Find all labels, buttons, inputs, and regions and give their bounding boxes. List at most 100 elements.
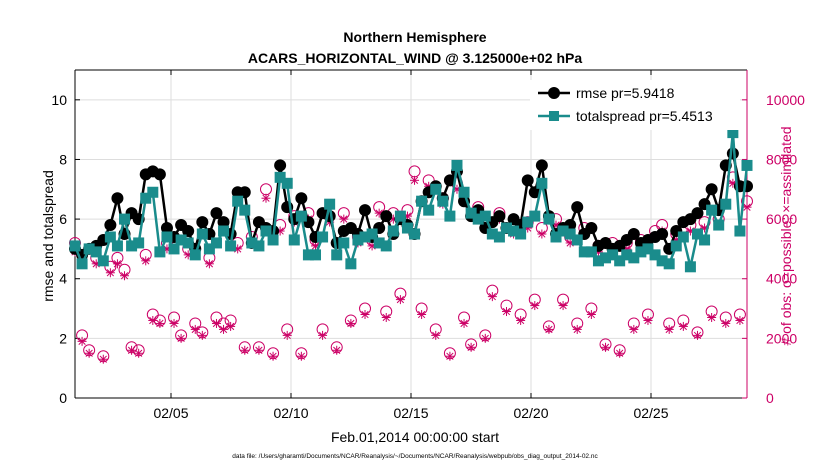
assimilated-obs-marker — [84, 348, 94, 358]
y-tick-label: 6 — [59, 211, 67, 227]
totalspread-point — [387, 225, 399, 237]
assimilated-obs-stroke — [347, 319, 355, 328]
assimilated-obs-marker — [261, 193, 271, 203]
assimilated-obs-marker — [127, 345, 137, 355]
legend-box — [530, 80, 740, 130]
totalspread-point — [699, 234, 711, 246]
assimilated-obs-marker — [155, 318, 165, 328]
totalspread-point — [691, 228, 703, 240]
assimilated-obs-stroke — [149, 316, 157, 325]
assimilated-obs-stroke — [432, 331, 440, 340]
assimilated-obs-marker — [77, 336, 87, 346]
totalspread-point — [564, 228, 576, 240]
assimilated-obs-stroke — [587, 310, 596, 319]
totalspread-point — [684, 261, 696, 273]
assimilated-obs-marker — [112, 259, 122, 269]
assimilated-obs-stroke — [127, 346, 136, 354]
assimilated-obs-stroke — [630, 325, 638, 334]
assimilated-obs-stroke — [729, 179, 737, 187]
assimilated-obs-marker — [721, 318, 731, 328]
assimilated-obs-stroke — [85, 349, 93, 357]
assimilated-obs-stroke — [396, 295, 405, 304]
y2-tick-label: 6000 — [766, 211, 797, 227]
assimilated-obs-stroke — [446, 352, 454, 360]
assimilated-obs-marker — [530, 301, 540, 311]
totalspread-point — [444, 210, 456, 222]
assimilated-obs-stroke — [226, 322, 235, 331]
totalspread-point — [366, 228, 378, 240]
x-tick-label: 02/20 — [513, 405, 548, 421]
rmse-point — [238, 186, 251, 199]
assimilated-obs-marker — [742, 202, 752, 212]
totalspread-point — [69, 240, 81, 252]
chart-subtitle: ACARS_HORIZONTAL_WIND @ 3.125000e+02 hPa — [248, 50, 583, 66]
totalspread-point — [295, 210, 307, 222]
assimilated-obs-stroke — [297, 352, 306, 360]
assimilated-obs-marker — [466, 342, 476, 352]
assimilated-obs-stroke — [545, 325, 553, 334]
assimilated-obs-marker — [219, 324, 229, 334]
rmse-point — [182, 225, 195, 238]
assimilated-obs-marker — [381, 312, 391, 322]
y2-tick-label: 8000 — [766, 151, 797, 167]
totalspread-point — [720, 198, 732, 210]
totalspread-point — [182, 237, 194, 249]
assimilated-obs-marker — [487, 292, 497, 302]
totalspread-point — [380, 240, 392, 252]
rmse-point — [656, 228, 669, 240]
assimilated-obs-stroke — [538, 230, 546, 238]
assimilated-obs-marker — [480, 333, 490, 343]
assimilated-obs-stroke — [135, 349, 143, 357]
totalspread-point — [310, 249, 322, 261]
totalspread-point — [713, 219, 725, 231]
assimilated-obs-stroke — [644, 316, 652, 325]
assimilated-obs-stroke — [255, 346, 263, 354]
totalspread-point — [331, 249, 343, 261]
x-tick-label: 02/25 — [633, 405, 668, 421]
y2-tick-label: 0 — [766, 390, 774, 406]
rmse-point — [585, 222, 598, 235]
assimilated-obs-stroke — [531, 301, 539, 310]
totalspread-point — [232, 195, 244, 207]
totalspread-point — [267, 234, 279, 246]
assimilated-obs-marker — [197, 330, 207, 340]
rmse-point — [359, 204, 372, 217]
assimilated-obs-marker — [120, 271, 130, 281]
totalspread-point — [437, 195, 449, 207]
assimilated-obs-marker — [501, 307, 511, 317]
assimilated-obs-marker — [148, 315, 158, 325]
rmse-point — [493, 210, 506, 223]
x-tick-label: 02/05 — [153, 405, 188, 421]
assimilated-obs-stroke — [467, 343, 475, 351]
assimilated-obs-marker — [318, 330, 328, 340]
assimilated-obs-marker — [544, 324, 554, 334]
assimilated-obs-stroke — [191, 325, 199, 334]
assimilated-obs-marker — [735, 315, 745, 325]
rmse-point — [691, 207, 704, 220]
totalspread-point — [677, 231, 689, 243]
legend-totalspread-marker — [549, 111, 559, 121]
totalspread-point — [168, 243, 180, 255]
totalspread-point — [465, 207, 477, 219]
totalspread-point — [324, 198, 336, 210]
assimilated-obs-marker — [211, 318, 221, 328]
y2-tick-label: 10000 — [766, 92, 805, 108]
totalspread-point — [409, 228, 421, 240]
assimilated-obs-marker — [678, 321, 688, 331]
assimilated-obs-stroke — [113, 260, 122, 268]
assimilated-obs-marker — [332, 345, 342, 355]
x-tick-label: 02/10 — [273, 405, 308, 421]
assimilated-obs-stroke — [502, 307, 511, 316]
assimilated-obs-stroke — [410, 176, 419, 184]
rmse-point — [726, 147, 739, 160]
assimilated-obs-stroke — [488, 292, 497, 301]
assimilated-obs-stroke — [198, 331, 206, 340]
assimilated-obs-marker — [339, 214, 349, 224]
assimilated-obs-marker — [268, 351, 278, 361]
assimilated-obs-marker — [586, 310, 596, 320]
totalspread-point — [607, 249, 619, 261]
assimilated-obs-stroke — [361, 310, 369, 319]
assimilated-obs-stroke — [78, 337, 86, 345]
rmse-point — [210, 207, 223, 220]
assimilated-obs-stroke — [205, 260, 214, 268]
